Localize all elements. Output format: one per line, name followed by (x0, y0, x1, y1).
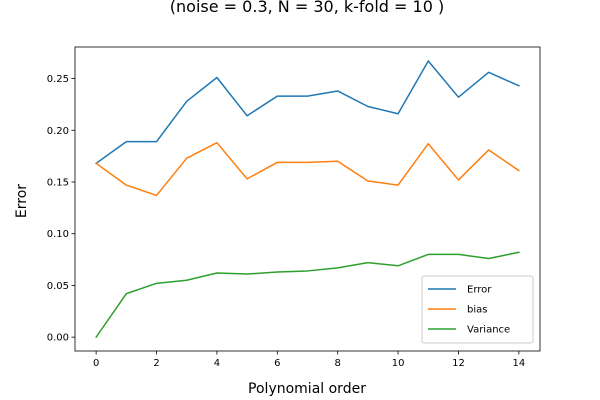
y-tick-label: 0.05 (47, 281, 69, 292)
x-tick-label: 2 (153, 358, 159, 369)
x-tick-label: 14 (512, 358, 525, 369)
y-tick-label: 0.00 (47, 333, 69, 344)
x-tick-label: 6 (274, 358, 280, 369)
x-axis-label: Polynomial order (248, 381, 366, 397)
x-tick-label: 10 (392, 358, 405, 369)
series-line-variance (95, 251, 520, 339)
series-line-error (95, 60, 520, 165)
legend-label: Variance (467, 325, 510, 336)
series-line-bias (95, 141, 520, 197)
x-tick-label: 4 (214, 358, 220, 369)
x-axis: 0 2 4 6 8 10 12 14 (93, 351, 525, 369)
chart-title: (noise = 0.3, N = 30, k-fold = 10 ) (170, 0, 444, 16)
y-tick-label: 0.15 (47, 177, 69, 188)
y-tick-label: 0.10 (47, 229, 69, 240)
y-axis-label: Error (14, 184, 30, 218)
legend-box (421, 275, 534, 344)
legend-label: bias (467, 305, 487, 316)
legend-label: Error (467, 285, 492, 296)
x-tick-label: 0 (93, 358, 99, 369)
series-layer (95, 60, 520, 339)
plot-area (74, 46, 541, 352)
y-axis: 0.00 0.05 0.10 0.15 0.20 0.25 (47, 74, 75, 344)
y-tick-label: 0.25 (47, 74, 69, 85)
y-tick-label: 0.20 (47, 126, 69, 137)
x-tick-label: 8 (335, 358, 341, 369)
x-tick-label: 12 (452, 358, 465, 369)
legend: Error bias Variance (421, 275, 534, 344)
